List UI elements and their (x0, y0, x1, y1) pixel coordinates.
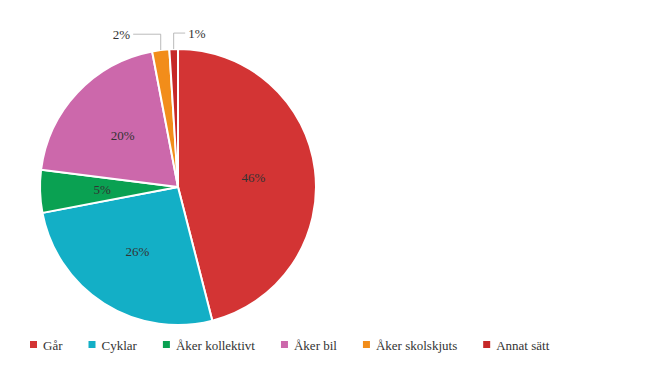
pie-slice (169, 49, 178, 187)
data-label: 46% (241, 170, 265, 185)
legend-item: Cyklar (89, 338, 138, 353)
legend-label: Går (43, 338, 63, 353)
legend-swatch (281, 341, 288, 348)
legend-swatch (30, 341, 37, 348)
legend-item: Åker bil (281, 338, 337, 353)
legend-swatch (483, 341, 490, 348)
data-label: 1% (188, 26, 206, 41)
data-label: 26% (125, 244, 149, 259)
legend-item: Åker kollektivt (163, 338, 255, 353)
legend-label: Cyklar (102, 338, 138, 353)
pie (40, 49, 316, 325)
legend-swatch (89, 341, 96, 348)
leader-line (133, 34, 161, 50)
legend: Går Cyklar Åker kollektivt Åker bil Åker sko… (30, 338, 550, 353)
legend-swatch (363, 341, 370, 348)
data-label: 2% (113, 27, 131, 42)
legend-item: Åker skolskjuts (363, 338, 457, 353)
chart: 46% 26% 5% 20% 2% 1% Går Cyklar Åker kollektivt Å… (0, 0, 660, 365)
data-labels: 46% 26% 5% 20% 2% 1% (93, 26, 265, 259)
legend-label: Åker kollektivt (176, 338, 255, 353)
legend-item: Annat sätt (483, 338, 549, 353)
pie-slice (152, 49, 178, 187)
legend-swatch (163, 341, 170, 348)
leader-line (174, 33, 185, 49)
legend-label: Annat sätt (496, 338, 549, 353)
legend-label: Åker skolskjuts (376, 338, 457, 353)
data-label: 5% (93, 182, 111, 197)
data-label: 20% (111, 128, 135, 143)
legend-label: Åker bil (294, 338, 337, 353)
legend-item: Går (30, 338, 63, 353)
